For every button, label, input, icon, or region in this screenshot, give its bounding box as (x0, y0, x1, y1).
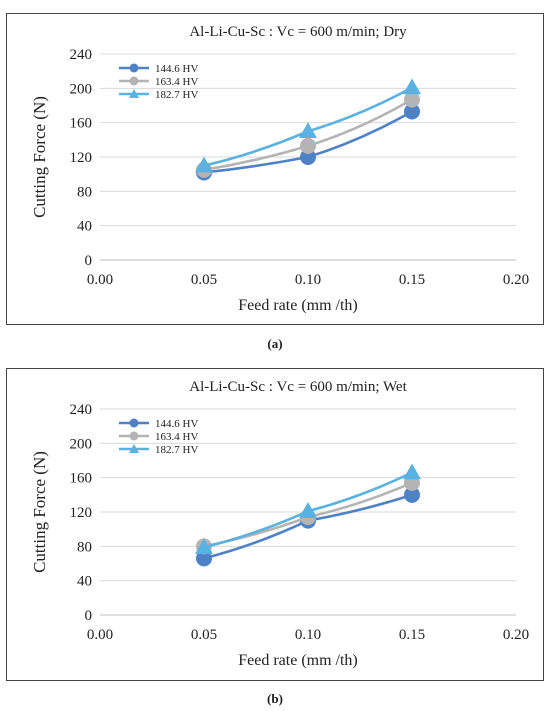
chart-panel-a: Al-Li-Cu-Sc : Vc = 600 m/min; Dry 0 40 80 12… (6, 13, 544, 325)
x-tick-label: 0.10 (295, 627, 321, 643)
caption-b-text: (b) (267, 691, 283, 706)
x-axis-label: Feed rate (mm /th) (238, 652, 358, 669)
y-tick-label: 200 (70, 81, 93, 97)
data-point-circle (300, 137, 316, 154)
data-point-triangle (195, 538, 213, 554)
y-tick-label: 0 (85, 253, 93, 269)
x-tick-label: 0.00 (87, 627, 113, 643)
data-point-triangle (403, 463, 421, 480)
data-point-circle (404, 91, 420, 108)
chart-title: Al-Li-Cu-Sc : Vc = 600 m/min; Wet (189, 379, 407, 395)
data-point-triangle (299, 502, 317, 518)
x-tick-label: 0.20 (503, 627, 529, 643)
legend-marker-circle (129, 431, 139, 441)
y-tick-label: 160 (70, 471, 93, 487)
x-tick-label: 0.00 (87, 272, 113, 288)
legend-label: 144.6 HV (155, 63, 198, 75)
y-axis-label: Cutting Force (N) (30, 96, 49, 218)
y-tick-label: 40 (77, 574, 92, 590)
legend-label: 163.4 HV (155, 431, 198, 443)
legend-label: 182.7 HV (155, 444, 198, 456)
data-point-circle (196, 550, 212, 567)
data-point-triangle (403, 78, 421, 95)
legend-marker-circle (129, 76, 139, 86)
legend-label: 144.6 HV (155, 418, 198, 430)
y-tick-label: 0 (85, 608, 93, 624)
y-tick-label: 80 (77, 184, 92, 200)
legend-label: 182.7 HV (155, 89, 198, 101)
legend-marker-triangle (129, 444, 139, 453)
y-tick-label: 240 (70, 47, 93, 63)
data-point-circle (404, 103, 420, 120)
caption-a-text: (a) (267, 336, 283, 351)
legend-marker-triangle (129, 89, 139, 98)
chart-a-svg: Al-Li-Cu-Sc : Vc = 600 m/min; Dry 0 40 80 12… (30, 24, 529, 314)
y-tick-label: 160 (70, 116, 93, 132)
y-tick-label: 40 (77, 219, 92, 235)
legend-marker-circle (129, 418, 139, 428)
x-tick-label: 0.15 (399, 627, 425, 643)
y-tick-label: 120 (70, 505, 93, 521)
chart-panel-b: Al-Li-Cu-Sc : Vc = 600 m/min; Wet 0 40 80 12… (6, 368, 544, 681)
x-tick-label: 0.15 (399, 272, 425, 288)
y-tick-label: 120 (70, 150, 93, 166)
x-tick-label: 0.10 (295, 272, 321, 288)
legend-label: 163.4 HV (155, 76, 198, 88)
x-axis-label: Feed rate (mm /th) (238, 297, 358, 314)
chart-b-svg: Al-Li-Cu-Sc : Vc = 600 m/min; Wet 0 40 80 12… (30, 379, 529, 669)
data-point-circle (404, 486, 420, 503)
data-point-triangle (195, 156, 213, 173)
y-tick-label: 200 (70, 436, 93, 452)
y-tick-label: 240 (70, 402, 93, 418)
y-tick-label: 80 (77, 539, 92, 555)
caption-b: (b) (0, 691, 550, 707)
y-axis-label: Cutting Force (N) (30, 451, 49, 573)
caption-a: (a) (0, 336, 550, 352)
x-tick-label: 0.05 (191, 627, 217, 643)
data-point-circle (300, 149, 316, 165)
chart-title: Al-Li-Cu-Sc : Vc = 600 m/min; Dry (189, 24, 407, 40)
legend-marker-circle (129, 63, 139, 73)
data-point-triangle (299, 122, 317, 138)
x-tick-label: 0.05 (191, 272, 217, 288)
x-tick-label: 0.20 (503, 272, 529, 288)
